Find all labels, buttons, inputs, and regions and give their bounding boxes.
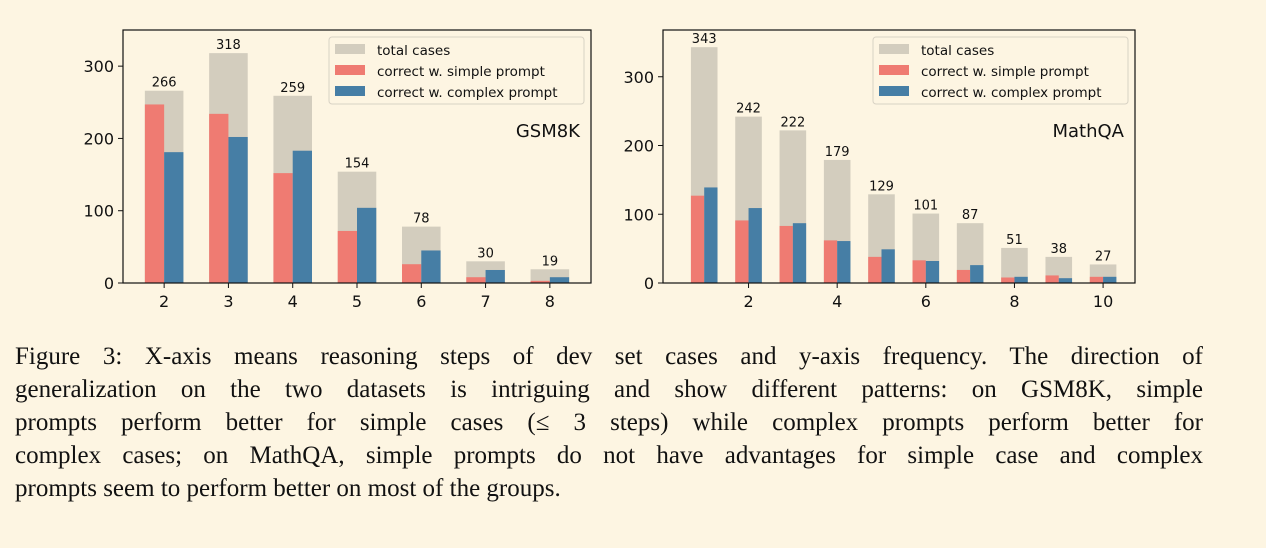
y-tick-label: 0 (644, 274, 654, 293)
bar-complex (549, 277, 570, 283)
data-label: 129 (869, 179, 894, 194)
legend-swatch (879, 86, 909, 96)
x-tick-label: 2 (743, 292, 753, 311)
data-label: 318 (216, 38, 241, 53)
bar-simple (779, 225, 793, 283)
data-label: 78 (413, 212, 430, 227)
bar-simple (144, 104, 165, 283)
legend-label: total cases (921, 43, 994, 59)
data-label: 38 (1050, 242, 1067, 257)
caption-line: generalization on the two datasets is in… (15, 376, 1203, 403)
bar-complex (970, 265, 984, 283)
y-tick-label: 200 (83, 129, 114, 148)
x-tick-label: 4 (288, 292, 298, 311)
data-label: 343 (692, 32, 717, 47)
legend-swatch (335, 44, 365, 54)
bar-complex (228, 136, 248, 283)
legend-label: correct w. complex prompt (921, 85, 1102, 101)
data-label: 27 (1095, 249, 1112, 264)
bar-complex (881, 249, 895, 283)
y-tick-label: 100 (83, 202, 114, 221)
data-label: 179 (825, 145, 850, 160)
bar-complex (357, 207, 377, 283)
x-tick-label: 3 (223, 292, 233, 311)
caption-line: prompts perform better for simple cases … (15, 409, 1203, 436)
bar-simple (912, 260, 926, 283)
caption-line: complex cases; on MathQA, simple prompts… (15, 442, 1203, 469)
legend-label: correct w. simple prompt (377, 64, 545, 80)
dataset-label: GSM8K (516, 121, 581, 142)
bar-complex (1103, 276, 1117, 283)
data-label: 87 (962, 208, 979, 223)
legend-label: correct w. simple prompt (921, 64, 1089, 80)
x-tick-label: 8 (545, 292, 555, 311)
dataset-label: MathQA (1052, 121, 1124, 142)
data-label: 30 (477, 246, 494, 261)
bar-complex (292, 150, 312, 283)
bar-simple (337, 230, 357, 283)
bar-simple (402, 264, 422, 283)
y-tick-label: 0 (104, 274, 114, 293)
x-tick-label: 8 (1009, 292, 1019, 311)
bar-simple (823, 240, 838, 283)
data-label: 259 (280, 81, 305, 96)
y-tick-label: 300 (623, 68, 654, 87)
y-tick-label: 100 (623, 205, 654, 224)
data-label: 222 (780, 115, 805, 130)
data-label: 242 (736, 102, 761, 117)
bar-complex (748, 208, 762, 283)
bar-complex (837, 241, 851, 283)
bar-simple (956, 269, 971, 283)
bar-simple (273, 173, 293, 283)
bar-simple (1001, 277, 1015, 283)
x-tick-label: 6 (921, 292, 931, 311)
caption-line: Figure 3: X-axis means reasoning steps o… (15, 343, 1203, 370)
legend-swatch (335, 65, 365, 75)
y-tick-label: 200 (623, 137, 654, 156)
bar-complex (1014, 276, 1028, 283)
bar-simple (530, 280, 550, 283)
data-label: 154 (345, 157, 370, 172)
data-label: 19 (542, 254, 559, 269)
legend-swatch (879, 44, 909, 54)
bar-simple (1089, 276, 1104, 283)
x-tick-label: 6 (416, 292, 426, 311)
data-label: 101 (913, 199, 938, 214)
bar-simple (690, 195, 705, 283)
data-label: 51 (1006, 233, 1023, 248)
bar-complex (421, 250, 441, 283)
legend-swatch (879, 65, 909, 75)
bar-complex (704, 187, 718, 283)
legend-label: total cases (377, 43, 450, 59)
bar-complex (164, 152, 184, 283)
y-tick-label: 300 (83, 57, 114, 76)
bar-simple (466, 277, 486, 283)
bar-complex (1058, 278, 1073, 283)
bar-simple (209, 113, 229, 283)
x-tick-label: 5 (352, 292, 362, 311)
legend-label: correct w. complex prompt (377, 85, 558, 101)
bar-simple (735, 220, 749, 283)
caption-line: prompts seem to perform better on most o… (15, 475, 561, 502)
legend (328, 36, 585, 105)
data-label: 266 (152, 76, 177, 91)
bar-complex (485, 269, 505, 283)
legend-swatch (335, 86, 365, 96)
x-tick-label: 4 (832, 292, 842, 311)
bar-simple (1045, 275, 1059, 283)
bar-complex (925, 261, 940, 283)
bar-simple (868, 256, 882, 283)
x-tick-label: 7 (480, 292, 490, 311)
bar-complex (792, 223, 807, 283)
axes-frame (662, 29, 1136, 284)
x-tick-label: 10 (1093, 292, 1113, 311)
legend (872, 36, 1129, 105)
figure-caption: Figure 3: X-axis means reasoning steps o… (15, 340, 1203, 505)
x-tick-label: 2 (159, 292, 169, 311)
